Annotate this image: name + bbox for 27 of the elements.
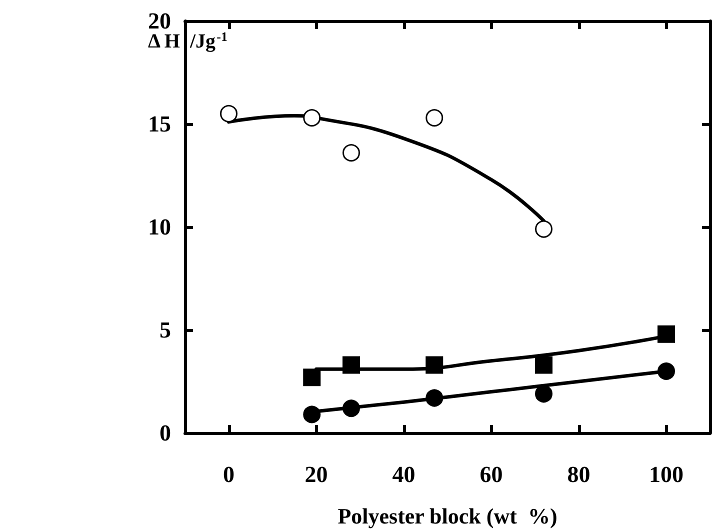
x-tick-label: 60 — [480, 462, 503, 487]
point — [426, 356, 444, 374]
y-tick-label: 20 — [148, 8, 171, 34]
x-tick-label: 0 — [223, 462, 234, 487]
point — [303, 368, 321, 386]
point — [342, 400, 360, 418]
point — [342, 356, 360, 374]
point — [535, 356, 552, 374]
point — [303, 406, 321, 424]
point — [658, 325, 675, 343]
point — [342, 144, 360, 162]
y-tick-label: 5 — [160, 318, 171, 342]
y-tick-label: 10 — [148, 214, 171, 240]
x-axis-title: Polyester block (wt %) — [338, 504, 558, 528]
y-tick-label: 15 — [148, 112, 171, 136]
point — [426, 109, 444, 127]
point — [535, 385, 552, 403]
point — [303, 109, 321, 127]
point — [535, 220, 552, 238]
x-tick-label: 80 — [567, 462, 590, 487]
point — [220, 104, 238, 122]
x-tick-label: 20 — [304, 462, 328, 487]
x-tick-label: 100 — [649, 462, 684, 487]
y-tick-label: 0 — [160, 420, 171, 446]
point — [658, 362, 675, 380]
x-tick-label: 40 — [392, 462, 416, 487]
point — [426, 389, 444, 407]
